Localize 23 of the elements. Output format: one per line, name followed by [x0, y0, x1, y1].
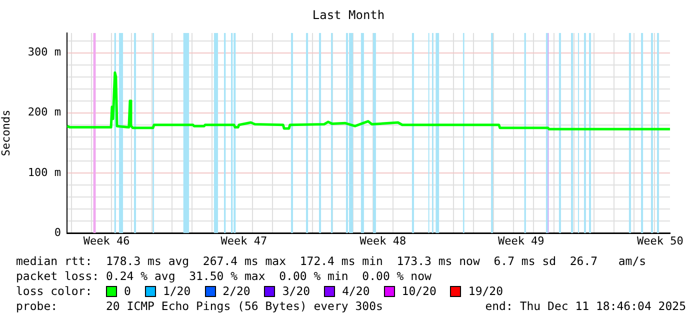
legend-label: 1/20 [162, 284, 191, 299]
text: median rtt: 178.3 ms avg 267.4 ms max 172.4 ms min 173.3 ms now 6.7 ms sd 26.7 am/s [16, 254, 648, 269]
text: probe: 20 ICMP Echo Pings (56 Bytes) every 300s [16, 299, 383, 314]
y-tick-label: 100 m [28, 166, 62, 179]
y-axis-title: Seconds [0, 110, 12, 156]
x-tick-label: Week 47 [220, 234, 268, 248]
y-tick-label: 200 m [28, 106, 62, 119]
legend-label: 3/20 [282, 284, 310, 299]
legend-label: 2/20 [222, 284, 250, 299]
text: packet loss: 0.24 % avg 31.50 % max 0.00 % min 0.00 % now [16, 269, 432, 284]
legend-label: 19/20 [468, 284, 504, 299]
legend-label: 4/20 [342, 284, 370, 299]
legend-label: 10/20 [402, 284, 436, 299]
x-tick-label: Week 48 [360, 234, 406, 248]
legend-title: loss color: [16, 284, 94, 299]
y-tick-label: 300 m [28, 46, 62, 59]
x-tick-label: Week 49 [498, 234, 544, 248]
legend-label: 0 [124, 284, 131, 299]
text: end: Thu Dec 11 18:46:04 2025 [485, 299, 686, 314]
chart-title: Last Month [311, 8, 386, 22]
x-tick-label: Week 46 [83, 234, 130, 248]
y-tick-label: 0 [54, 226, 61, 239]
x-tick-label: Week 50 [636, 234, 684, 248]
